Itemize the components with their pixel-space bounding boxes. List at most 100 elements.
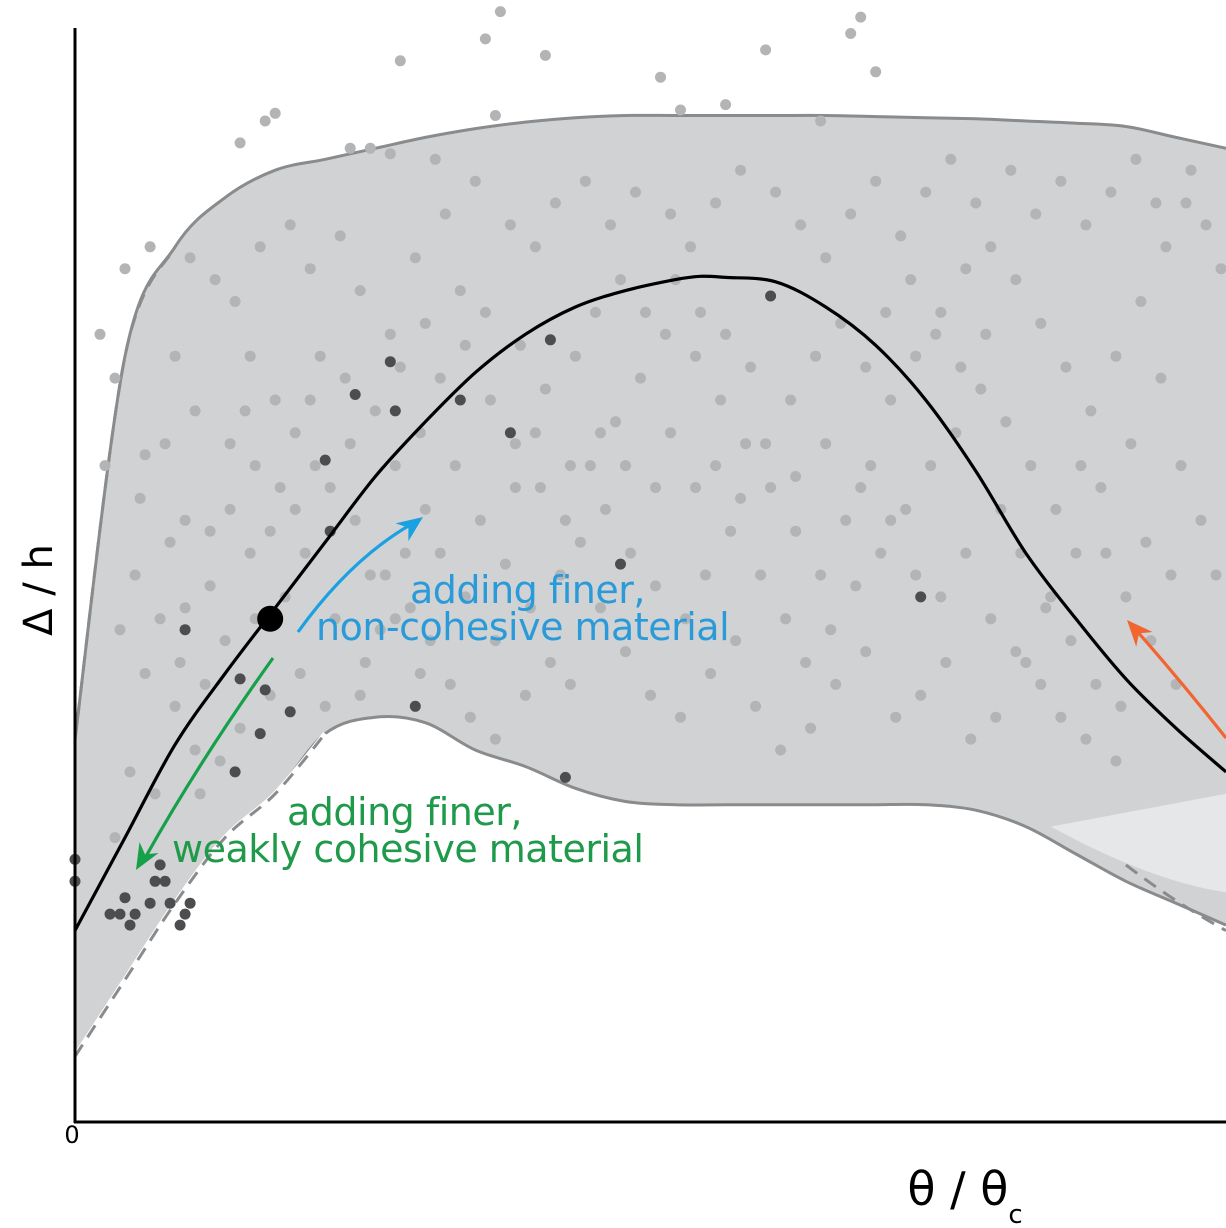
data-point-light [920, 186, 932, 198]
data-point-dark [454, 394, 466, 406]
data-point-light [1020, 657, 1032, 668]
data-point-light [169, 350, 181, 362]
data-point-dark [229, 766, 241, 778]
data-point-light [685, 241, 696, 253]
data-point-light [449, 460, 461, 472]
data-point-light [434, 547, 446, 559]
data-point-light [855, 482, 867, 493]
data-point-dark [544, 334, 556, 346]
data-point-light [144, 241, 156, 253]
data-point-light [474, 514, 486, 526]
data-point-light [765, 482, 777, 493]
data-point-light [224, 438, 236, 450]
data-point-light [1210, 569, 1222, 581]
data-point-light [499, 558, 511, 570]
data-point-light [785, 394, 797, 406]
y-axis-label: Δ / h [16, 544, 62, 636]
data-point-light [620, 460, 631, 472]
data-point-light [444, 678, 456, 690]
x-axis-label-main: θ / θ [907, 1162, 1008, 1216]
data-point-light [109, 372, 121, 384]
data-point-light [394, 361, 406, 373]
band-lower-dashed [73, 732, 327, 1058]
data-point-dark [129, 908, 141, 920]
data-point-light [1055, 711, 1067, 723]
data-point-dark [389, 405, 401, 417]
data-point-light [700, 569, 711, 581]
data-point-light [189, 744, 201, 756]
data-point-light [890, 711, 902, 723]
data-point-light [459, 591, 471, 603]
data-point-light [539, 49, 551, 61]
data-point-light [294, 668, 306, 679]
annotation-non-cohesive-line2: non-cohesive material [316, 605, 729, 649]
data-point-light [564, 460, 576, 472]
data-point-light [234, 722, 246, 734]
data-point-light [1065, 635, 1077, 647]
data-point-light [419, 317, 431, 329]
data-point-light [319, 700, 331, 712]
data-point-light [434, 372, 446, 384]
data-point-light [439, 208, 451, 220]
data-point-light [329, 613, 341, 625]
annotation-weakly-cohesive-line2: weakly cohesive material [172, 827, 643, 871]
data-point-light [224, 503, 236, 515]
data-point-light [985, 613, 997, 625]
data-point-light [479, 306, 491, 318]
data-point-dark [114, 908, 126, 920]
data-point-light [344, 438, 356, 450]
data-point-light [124, 766, 136, 778]
data-point-light [810, 350, 822, 362]
data-point-light [595, 427, 606, 439]
data-point-light [1120, 591, 1132, 603]
data-point-light [384, 148, 396, 160]
data-point-light [1035, 678, 1047, 690]
annotation-weakly-cohesive: adding finer, weakly cohesive material [172, 790, 643, 871]
data-point-light [174, 657, 186, 668]
data-point-light [1155, 372, 1167, 384]
data-point-dark [154, 859, 166, 871]
data-point-light [815, 115, 827, 127]
data-point-light [970, 197, 982, 209]
data-point-dark [119, 892, 131, 904]
data-point-light [1040, 602, 1052, 614]
data-point-light [790, 525, 802, 537]
data-point-light [790, 471, 802, 482]
data-point-light [990, 711, 1002, 723]
data-point-light [1140, 536, 1152, 548]
data-point-light [394, 55, 406, 67]
data-point-dark [409, 700, 421, 712]
data-points-dark [69, 290, 927, 931]
data-point-light [735, 164, 747, 176]
data-point-light [549, 197, 561, 209]
data-point-light [179, 514, 191, 526]
data-point-light [564, 678, 576, 690]
data-point-light [94, 328, 106, 340]
data-point-light [820, 252, 832, 264]
data-point-dark [384, 356, 396, 368]
data-point-light [1110, 755, 1122, 767]
arrow-green-shaft [143, 657, 275, 859]
data-point-light [690, 350, 701, 362]
data-point-dark [319, 454, 331, 466]
data-point-light [1070, 547, 1082, 559]
data-point-dark [144, 897, 156, 909]
data-point-light [249, 460, 261, 472]
data-point-light [349, 514, 361, 526]
data-point-light [940, 657, 952, 668]
data-point-light [419, 503, 431, 515]
data-point-light [675, 711, 686, 723]
data-point-light [179, 602, 191, 614]
data-point-light [364, 569, 376, 581]
origin-label: 0 [64, 1121, 79, 1149]
x-axis-label-subscript: c [1008, 1200, 1022, 1228]
data-point-light [1200, 219, 1212, 231]
annotation-non-cohesive: adding finer, non-cohesive material [316, 568, 729, 649]
data-point-light [219, 635, 231, 647]
data-point-light [875, 547, 887, 559]
data-point-light [1125, 438, 1137, 450]
data-point-light [645, 689, 656, 701]
data-point-light [304, 263, 316, 275]
data-point-dark [559, 771, 571, 783]
data-point-light [304, 394, 316, 406]
